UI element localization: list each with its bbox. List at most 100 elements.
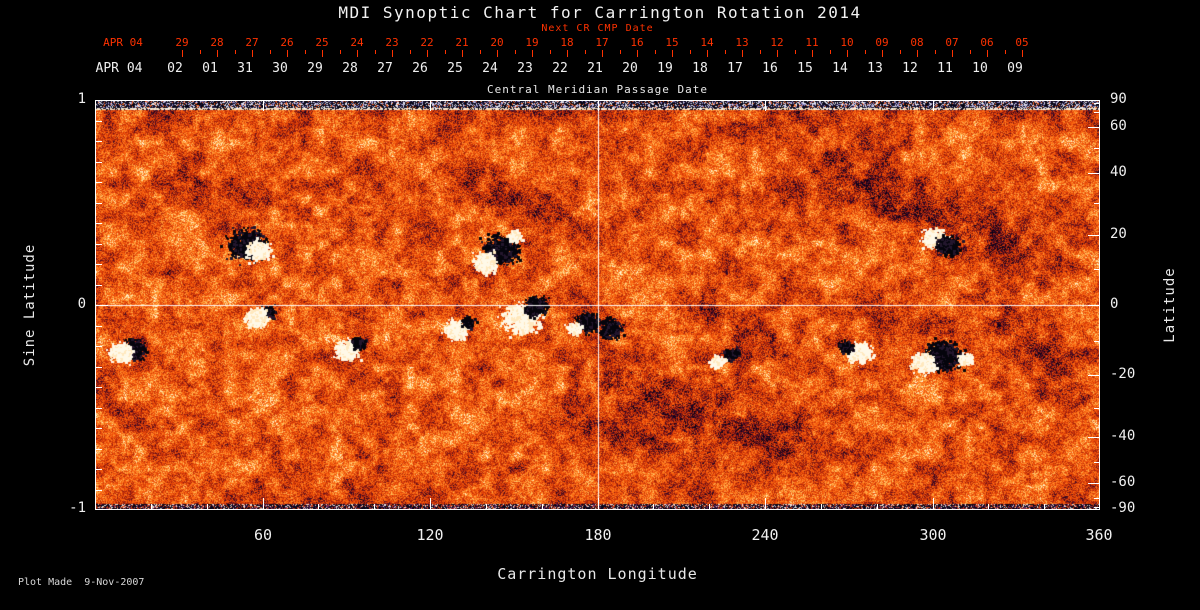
magnetogram-heatmap (95, 100, 1100, 510)
cmp-date-label: 11 (937, 61, 953, 76)
right-major-tick (1088, 127, 1100, 128)
right-tick-label: -40 (1110, 428, 1136, 444)
red-tick-mark (182, 50, 183, 57)
cmp-date-label: 02 (167, 61, 183, 76)
red-date-label: 29 (175, 36, 189, 49)
red-date-label: 24 (350, 36, 364, 49)
red-minor-tick (1004, 50, 1006, 54)
left-minor-tick (96, 428, 102, 429)
white-month-label: APR 04 (95, 61, 143, 76)
bottom-minor-tick (821, 504, 822, 510)
bottom-tick-label: 300 (919, 526, 947, 544)
red-date-label: 14 (700, 36, 714, 49)
cmp-date-label: 01 (202, 61, 218, 76)
red-minor-tick (969, 50, 971, 54)
red-minor-tick (549, 50, 551, 54)
left-major-tick (96, 100, 108, 101)
red-date-label: 22 (420, 36, 434, 49)
cmp-date-caption: Central Meridian Passage Date (486, 83, 709, 96)
bottom-minor-tick (1044, 504, 1045, 510)
red-minor-tick (374, 50, 376, 54)
cmp-date-label: 31 (237, 61, 253, 76)
red-date-label: 13 (735, 36, 749, 49)
red-tick-mark (917, 50, 918, 57)
right-minor-tick (1094, 408, 1100, 409)
right-tick-label: 60 (1110, 118, 1127, 134)
red-minor-tick (584, 50, 586, 54)
red-date-label: 20 (490, 36, 504, 49)
left-minor-tick (96, 285, 102, 286)
red-minor-tick (269, 50, 271, 54)
red-month-label: APR 04 (103, 36, 143, 49)
red-tick-mark (777, 50, 778, 57)
red-date-label: 12 (770, 36, 784, 49)
right-minor-tick (1094, 269, 1100, 270)
red-tick-mark (252, 50, 253, 57)
cmp-date-label: 13 (867, 61, 883, 76)
red-tick-mark (672, 50, 673, 57)
red-date-label: 21 (455, 36, 469, 49)
cmp-date-label: 15 (797, 61, 813, 76)
right-tick-label: -60 (1110, 474, 1136, 490)
left-minor-tick (96, 203, 102, 204)
red-date-label: 17 (595, 36, 609, 49)
top-major-tick (765, 101, 766, 111)
left-minor-tick (96, 223, 102, 224)
red-tick-mark (357, 50, 358, 57)
red-minor-tick (759, 50, 761, 54)
red-minor-tick (829, 50, 831, 54)
red-tick-mark (217, 50, 218, 57)
cmp-date-label: 27 (377, 61, 393, 76)
cmp-date-label: 16 (762, 61, 778, 76)
red-tick-mark (707, 50, 708, 57)
red-tick-mark (427, 50, 428, 57)
red-minor-tick (304, 50, 306, 54)
red-date-label: 28 (210, 36, 224, 49)
right-tick-label: 20 (1110, 226, 1127, 242)
red-minor-tick (339, 50, 341, 54)
bottom-minor-tick (374, 504, 375, 510)
cmp-date-label: 14 (832, 61, 848, 76)
left-minor-tick (96, 141, 102, 142)
cmp-date-label: 19 (657, 61, 673, 76)
right-major-tick (1088, 235, 1100, 236)
red-tick-mark (952, 50, 953, 57)
red-date-label: 15 (665, 36, 679, 49)
cmp-date-label: 12 (902, 61, 918, 76)
red-tick-mark (742, 50, 743, 57)
right-minor-tick (1094, 112, 1100, 113)
red-tick-mark (1022, 50, 1023, 57)
bottom-major-tick (263, 498, 264, 510)
red-minor-tick (444, 50, 446, 54)
red-minor-tick (934, 50, 936, 54)
left-minor-tick (96, 408, 102, 409)
cmp-date-label: 17 (727, 61, 743, 76)
bottom-major-tick (1099, 498, 1100, 510)
red-date-label: 06 (980, 36, 994, 49)
red-tick-mark (847, 50, 848, 57)
red-tick-mark (602, 50, 603, 57)
red-date-label: 27 (245, 36, 259, 49)
top-major-tick (430, 101, 431, 111)
cmp-date-label: 20 (622, 61, 638, 76)
left-minor-tick (96, 182, 102, 183)
right-tick-label: 40 (1110, 164, 1127, 180)
cmp-date-label: 24 (482, 61, 498, 76)
bottom-tick-label: 180 (584, 526, 612, 544)
bottom-tick-label: 360 (1085, 526, 1113, 544)
red-minor-tick (479, 50, 481, 54)
red-date-label: 23 (385, 36, 399, 49)
red-minor-tick (619, 50, 621, 54)
red-tick-mark (637, 50, 638, 57)
red-tick-mark (987, 50, 988, 57)
left-minor-tick (96, 244, 102, 245)
cmp-date-label: 09 (1007, 61, 1023, 76)
red-tick-mark (287, 50, 288, 57)
right-minor-tick (1094, 462, 1100, 463)
bottom-tick-label: 240 (751, 526, 779, 544)
red-date-label: 08 (910, 36, 924, 49)
next-cr-cmp-date-label: Next CR CMP Date (541, 23, 654, 34)
bottom-minor-tick (988, 504, 989, 510)
left-tick-label: 1 (77, 91, 86, 107)
left-minor-tick (96, 264, 102, 265)
